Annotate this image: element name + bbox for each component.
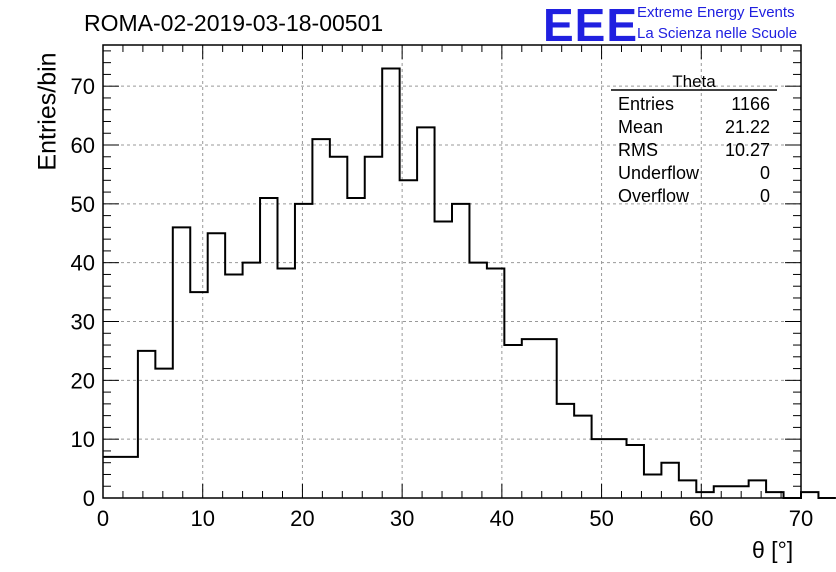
x-tick-label: 30 — [390, 506, 414, 531]
stat-entries-value: 1166 — [731, 94, 770, 114]
tick-labels: 0 10 20 30 40 50 60 70 0 10 20 30 40 50 60 70 — [71, 74, 814, 531]
logo-tagline-2: La Scienza nelle Scuole — [637, 25, 798, 42]
histogram-series — [103, 67, 836, 499]
y-tick-label: 70 — [71, 74, 95, 99]
stat-entries-label: Entries — [618, 94, 675, 114]
logo-tagline-1: Extreme Energy Events — [637, 4, 795, 21]
chart-title: ROMA-02-2019-03-18-00501 — [84, 10, 384, 36]
stat-underflow-value: 0 — [759, 163, 770, 183]
y-tick-label: 40 — [71, 251, 95, 276]
x-tick-label: 60 — [689, 506, 713, 531]
eee-logo: EEE — [543, 0, 639, 51]
stat-overflow-value: 0 — [759, 186, 770, 206]
x-axis-label: θ [°] — [752, 537, 794, 563]
x-tick-label: 70 — [789, 506, 813, 531]
y-tick-label: 60 — [71, 133, 95, 158]
stat-underflow-label: Underflow — [618, 163, 700, 183]
y-tick-label: 20 — [71, 368, 95, 393]
y-tick-label: 0 — [83, 486, 95, 511]
x-tick-label: 0 — [97, 506, 109, 531]
stat-mean-value: 21.22 — [724, 117, 770, 137]
stats-title: Theta — [672, 72, 716, 91]
x-tick-label: 50 — [589, 506, 613, 531]
y-tick-label: 50 — [71, 192, 95, 217]
x-tick-label: 10 — [190, 506, 214, 531]
y-axis-label: Entries/bin — [33, 52, 62, 171]
axis-ticks — [102, 45, 802, 499]
x-tick-label: 40 — [490, 506, 514, 531]
y-tick-label: 30 — [71, 310, 95, 335]
x-tick-label: 20 — [290, 506, 314, 531]
stat-overflow-label: Overflow — [618, 186, 690, 206]
y-tick-label: 10 — [71, 427, 95, 452]
stat-rms-label: RMS — [618, 140, 658, 160]
stat-rms-value: 10.27 — [724, 140, 770, 160]
plot-frame — [102, 44, 802, 499]
stat-mean-label: Mean — [618, 117, 664, 137]
